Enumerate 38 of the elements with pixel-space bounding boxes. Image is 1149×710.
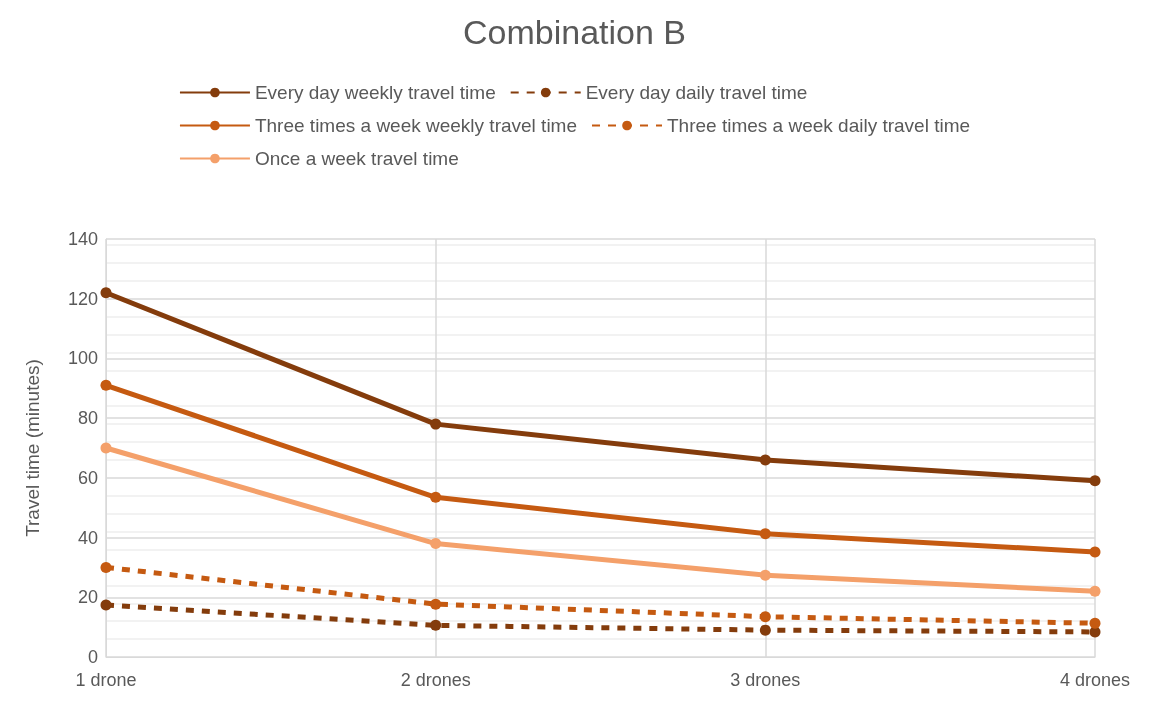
point — [100, 442, 112, 454]
point — [759, 611, 771, 623]
point — [430, 491, 442, 503]
x-tick-label: 1 drone — [75, 670, 137, 690]
y-tick-label: 0 — [87, 647, 98, 667]
legend-label: Once a week travel time — [254, 148, 459, 169]
legend-label: Three times a week daily travel time — [667, 115, 971, 136]
x-tick-label: 4 drones — [1059, 670, 1131, 690]
point — [100, 379, 112, 391]
y-tick-label: 60 — [77, 467, 98, 488]
point — [100, 599, 112, 611]
y-tick-label: 40 — [77, 527, 98, 548]
point — [759, 454, 771, 466]
point — [759, 569, 771, 581]
x-tick-label: 2 drones — [400, 670, 471, 690]
chart-title: Combination B — [462, 13, 687, 51]
point — [759, 624, 771, 636]
y-axis-title: Travel time (minutes) — [22, 359, 43, 537]
point — [430, 418, 442, 430]
point — [100, 561, 112, 573]
y-tick-label: 100 — [67, 348, 98, 369]
point — [100, 287, 112, 299]
point — [430, 598, 442, 610]
point — [1089, 585, 1101, 597]
legend-label: Three times a week weekly travel time — [254, 115, 578, 136]
legend-label: Every day weekly travel time — [254, 82, 496, 103]
x-tick-label: 3 drones — [730, 670, 801, 690]
legend-label: Every day daily travel time — [585, 82, 808, 103]
point — [430, 619, 442, 631]
point — [759, 528, 771, 540]
y-tick-label: 140 — [67, 229, 98, 249]
y-tick-label: 80 — [77, 408, 98, 429]
point — [430, 538, 442, 550]
y-tick-label: 120 — [67, 288, 98, 309]
point — [1089, 475, 1101, 487]
point — [1089, 617, 1101, 629]
point — [1089, 546, 1101, 558]
y-tick-label: 20 — [77, 587, 98, 608]
